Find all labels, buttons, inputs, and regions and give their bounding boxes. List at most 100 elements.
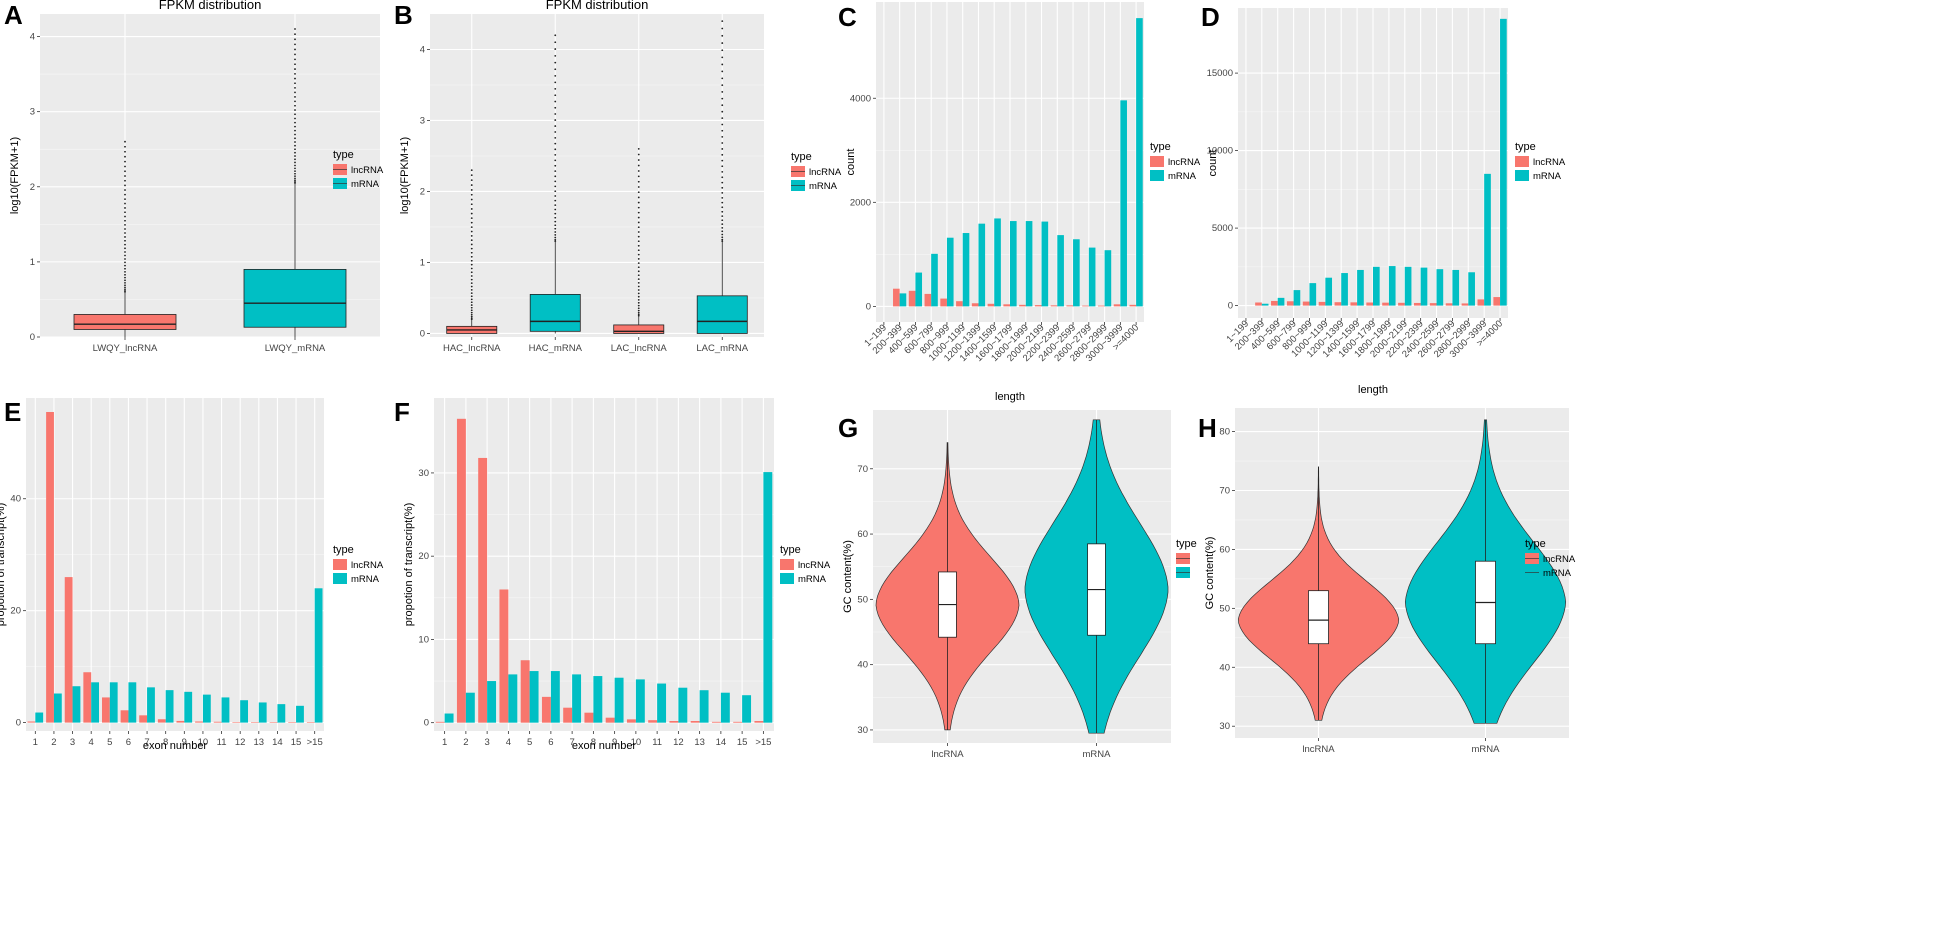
panel-letter: G xyxy=(838,413,858,443)
outlier-point xyxy=(124,258,126,260)
bar-lncrna xyxy=(478,457,488,723)
bar-mrna xyxy=(1436,269,1444,306)
outlier-point xyxy=(470,251,473,254)
x-axis-label: exon number xyxy=(572,740,637,752)
outlier-point xyxy=(470,179,473,182)
bar-lncrna xyxy=(27,721,36,723)
outlier-point xyxy=(294,129,296,132)
bar-mrna xyxy=(147,687,155,723)
outlier-point xyxy=(721,49,724,52)
bar-lncrna xyxy=(1302,301,1310,306)
outlier-point xyxy=(554,34,557,37)
bar-lncrna xyxy=(669,721,679,723)
y-tick-label: 20 xyxy=(418,551,429,562)
y-tick-label: 5000 xyxy=(1212,223,1233,234)
outlier-point xyxy=(124,281,126,284)
outlier-point xyxy=(637,221,640,224)
outlier-point xyxy=(721,110,724,113)
bar-lncrna xyxy=(1429,303,1437,306)
bar-lncrna xyxy=(893,288,900,307)
bar-lncrna xyxy=(987,303,995,307)
outlier-point xyxy=(294,33,296,36)
plot-background xyxy=(430,14,764,337)
bar-lncrna xyxy=(1318,301,1326,306)
x-tick-label: 3 xyxy=(70,737,75,748)
outlier-point xyxy=(470,292,473,295)
legend-title: type xyxy=(791,151,812,163)
x-tick-label: 10 xyxy=(631,737,642,748)
outlier-point xyxy=(554,216,557,219)
outlier-point xyxy=(721,56,724,59)
outlier-point xyxy=(124,189,126,191)
panel-letter: C xyxy=(838,2,857,32)
y-axis-label: propotion of transcript(%) xyxy=(0,503,7,627)
bar-lncrna xyxy=(1445,303,1453,306)
outlier-point xyxy=(124,198,126,201)
outlier-point xyxy=(470,295,473,298)
outlier-point xyxy=(554,61,557,64)
outlier-point xyxy=(721,77,724,80)
bar-lncrna xyxy=(754,721,764,723)
bar-lncrna xyxy=(626,719,636,723)
outlier-point xyxy=(637,147,640,150)
panel-letter: B xyxy=(394,0,413,30)
bar-lncrna xyxy=(971,303,979,307)
outlier-point xyxy=(124,202,126,205)
bar-mrna xyxy=(915,272,923,307)
outlier-point xyxy=(554,142,557,145)
bar-mrna xyxy=(508,674,518,723)
bar-mrna xyxy=(296,705,304,723)
bar-mrna xyxy=(221,697,230,723)
outlier-point xyxy=(554,54,557,57)
legend: type lncRNA mRNA xyxy=(1150,141,1201,182)
outlier-point xyxy=(637,274,640,277)
outlier-point xyxy=(124,286,126,289)
bar-lncrna xyxy=(1097,305,1105,307)
x-axis-label: length xyxy=(1358,384,1388,396)
outlier-point xyxy=(554,159,557,162)
bar-mrna xyxy=(978,223,986,307)
bar-mrna xyxy=(678,687,688,723)
outlier-point xyxy=(124,264,126,267)
y-tick-label: 30 xyxy=(857,725,868,736)
outlier-point xyxy=(721,142,724,144)
legend-label: lncRNA xyxy=(1168,157,1201,168)
x-tick-label: 11 xyxy=(652,737,662,748)
legend: type xyxy=(1176,538,1197,578)
chart-title: FPKM distribution xyxy=(159,0,262,12)
outlier-point xyxy=(721,176,724,179)
outlier-point xyxy=(470,203,473,206)
outlier-point xyxy=(721,148,724,150)
legend: type lncRNA mRNA xyxy=(1525,538,1576,579)
x-tick-label: 12 xyxy=(235,737,246,748)
outlier-point xyxy=(124,288,126,291)
outlier-point xyxy=(637,285,640,288)
legend-title: type xyxy=(1515,141,1536,153)
y-tick-label: 40 xyxy=(1219,662,1230,673)
y-tick-label: 30 xyxy=(418,468,429,479)
legend-title: type xyxy=(333,149,354,161)
legend-title: type xyxy=(1150,141,1171,153)
outlier-point xyxy=(294,100,296,103)
bar-lncrna xyxy=(1271,300,1278,306)
outlier-point xyxy=(637,175,640,178)
outlier-point xyxy=(124,273,126,276)
x-tick-label: LAC_mRNA xyxy=(696,343,748,354)
outlier-point xyxy=(124,236,126,238)
outlier-point xyxy=(294,82,296,85)
plot-background xyxy=(434,398,774,731)
y-axis-label: count xyxy=(1207,150,1219,177)
chart-title: FPKM distribution xyxy=(546,0,649,12)
y-axis-label: propotion of transcript(%) xyxy=(403,503,415,627)
bar-mrna xyxy=(1120,100,1127,307)
x-tick-label: mRNA xyxy=(1083,749,1112,760)
x-tick-label: LAC_lncRNA xyxy=(611,343,668,354)
outlier-point xyxy=(721,223,724,226)
outlier-point xyxy=(554,164,557,167)
bar-lncrna xyxy=(139,715,148,723)
bar-mrna xyxy=(91,682,100,723)
x-tick-label: 7 xyxy=(569,737,574,748)
outlier-point xyxy=(294,125,296,128)
outlier-point xyxy=(554,236,557,239)
outlier-point xyxy=(637,304,640,307)
